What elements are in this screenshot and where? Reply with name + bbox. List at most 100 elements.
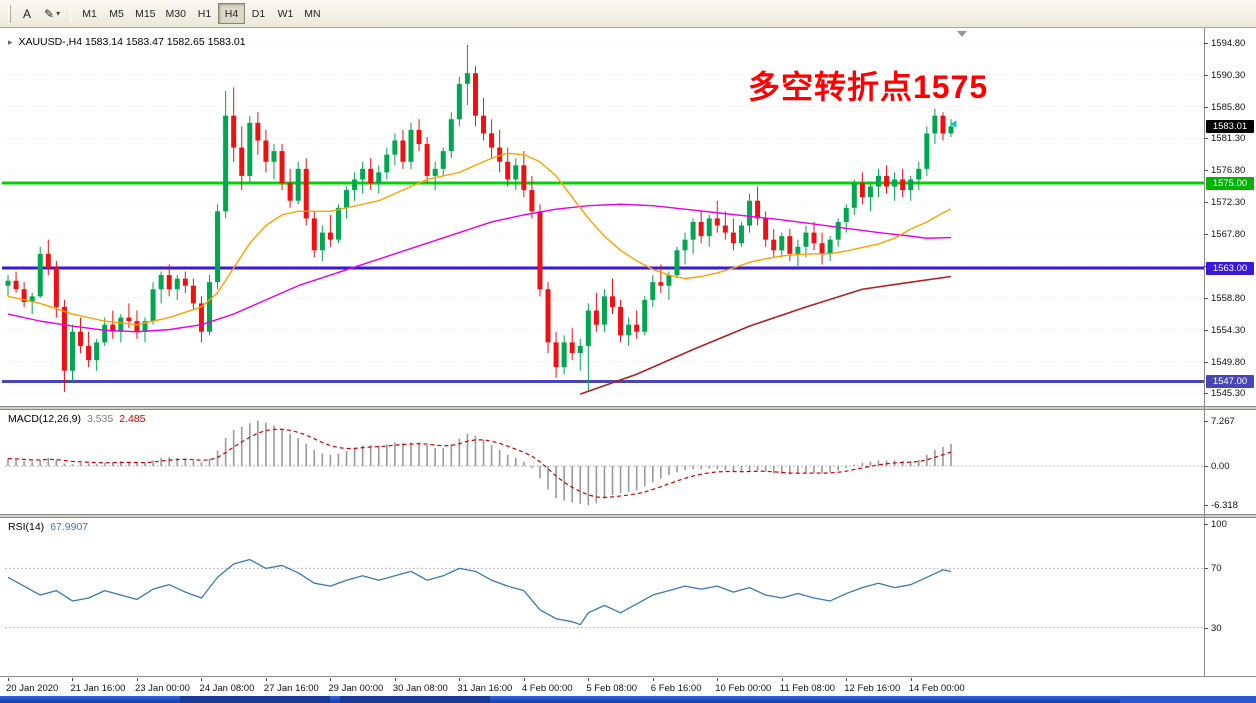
candle-body bbox=[432, 168, 438, 176]
candle-body bbox=[416, 129, 422, 145]
panel-divider[interactable] bbox=[0, 406, 1256, 410]
candle-body bbox=[53, 268, 59, 307]
candle-body bbox=[45, 253, 51, 268]
draw-tool-button[interactable]: ✎ ▾ bbox=[39, 3, 65, 24]
candle-body bbox=[464, 73, 470, 84]
rsi-panel-canvas[interactable] bbox=[0, 518, 1256, 676]
candle-body bbox=[255, 122, 261, 141]
time-axis-tick bbox=[201, 678, 203, 681]
main-chart-canvas[interactable] bbox=[0, 28, 1256, 406]
panel-divider[interactable] bbox=[0, 514, 1256, 518]
timeframe-m15-button[interactable]: M15 bbox=[135, 7, 156, 20]
candle-body bbox=[489, 133, 495, 148]
taskbar-item[interactable] bbox=[180, 696, 330, 703]
timeframe-mn-button[interactable]: MN bbox=[304, 7, 321, 20]
chart-annotation-text[interactable]: 多空转折点1575 bbox=[748, 69, 989, 105]
ma-line-magenta bbox=[7, 203, 952, 333]
taskbar[interactable] bbox=[0, 696, 1256, 703]
axis-tick bbox=[1204, 329, 1208, 331]
candle-body bbox=[376, 172, 382, 183]
candle-body bbox=[779, 236, 785, 251]
time-axis-tick bbox=[910, 678, 912, 681]
price-arrow-icon bbox=[950, 120, 957, 128]
timeframe-h1-button[interactable]: H1 bbox=[197, 7, 212, 20]
price-axis-label: 1567.80 bbox=[1211, 229, 1246, 240]
time-axis[interactable]: 20 Jan 2020 21 Jan 16:00 23 Jan 00:00 24 Ja… bbox=[0, 676, 1256, 696]
candle-body bbox=[263, 140, 269, 162]
candle-body bbox=[303, 168, 309, 219]
candle-body bbox=[892, 179, 898, 187]
candle-body bbox=[884, 175, 890, 187]
chart-shift-marker-icon[interactable] bbox=[957, 31, 967, 37]
timeframe-m5-button[interactable]: M5 bbox=[109, 7, 124, 20]
candle-body bbox=[231, 115, 237, 148]
candle-body bbox=[247, 122, 253, 176]
axis-tick bbox=[1204, 170, 1208, 172]
time-axis-label: 10 Feb 00:00 bbox=[715, 683, 772, 694]
price-badge: 1583.01 bbox=[1206, 119, 1254, 133]
time-axis-label: 11 Feb 08:00 bbox=[779, 683, 836, 694]
candle-body bbox=[215, 211, 221, 283]
candle-body bbox=[722, 225, 728, 233]
price-axis-label: 1576.80 bbox=[1211, 165, 1246, 177]
axis-tick bbox=[1204, 393, 1208, 395]
toolbar-drag-handle[interactable] bbox=[8, 4, 11, 23]
macd-panel-canvas[interactable] bbox=[0, 410, 1256, 514]
candle-body bbox=[61, 306, 67, 371]
candle-body bbox=[795, 246, 801, 254]
time-axis-label: 29 Jan 00:00 bbox=[328, 683, 384, 694]
candle-body bbox=[537, 211, 543, 290]
candle-body bbox=[803, 232, 809, 247]
price-axis-label: 1549.80 bbox=[1211, 356, 1246, 368]
candle-body bbox=[900, 179, 906, 191]
price-axis-label: 1585.80 bbox=[1211, 101, 1246, 113]
timeframe-w1-button[interactable]: W1 bbox=[277, 7, 294, 20]
candle-body bbox=[408, 129, 414, 162]
candle-body bbox=[730, 232, 736, 244]
macd-label: MACD(12,26,9) 3.535 2.485 bbox=[8, 413, 146, 425]
pencil-icon: ✎ bbox=[44, 6, 55, 21]
rsi-name: RSI(14) bbox=[8, 521, 45, 533]
candle-body bbox=[392, 140, 398, 155]
time-axis-tick bbox=[330, 678, 332, 681]
timeframe-m1-button[interactable]: M1 bbox=[82, 7, 97, 20]
time-axis-tick bbox=[136, 678, 138, 681]
axis-tick bbox=[1204, 524, 1208, 525]
one-click-trading-expand-icon[interactable]: ▸ bbox=[8, 37, 13, 47]
macd-axis-label: 0.00 bbox=[1211, 461, 1230, 472]
candle-body bbox=[327, 232, 333, 240]
candle-body bbox=[569, 342, 575, 353]
candle-body bbox=[940, 115, 946, 134]
toolbar: A ✎ ▾ M1 M5 M15 M30 H1 H4 D1 W1 MN bbox=[0, 0, 1256, 28]
candle-body bbox=[843, 207, 849, 222]
candle-body bbox=[851, 183, 857, 208]
timeframe-h4-button[interactable]: H4 bbox=[217, 3, 245, 24]
candle-body bbox=[352, 179, 358, 191]
font-tool-button[interactable]: A bbox=[15, 3, 39, 24]
candle-body bbox=[368, 168, 374, 183]
timeframe-d1-button[interactable]: D1 bbox=[251, 7, 266, 20]
ma-line-orange bbox=[7, 152, 952, 326]
price-axis[interactable]: 1594.80 1590.30 1585.80 1581.30 1576.80 1572.… bbox=[1204, 0, 1256, 696]
candle-body bbox=[924, 133, 930, 169]
axis-tick bbox=[1204, 627, 1208, 629]
taskbar-item[interactable] bbox=[340, 696, 490, 703]
candle-body bbox=[553, 342, 559, 368]
candle-body bbox=[916, 168, 922, 180]
time-axis-label: 24 Jan 08:00 bbox=[199, 683, 255, 694]
candle-body bbox=[706, 218, 712, 237]
time-axis-label: 31 Jan 16:00 bbox=[457, 683, 513, 694]
candle-body bbox=[360, 168, 366, 180]
candle-body bbox=[94, 342, 100, 361]
candle-body bbox=[174, 278, 180, 290]
candle-body bbox=[166, 275, 172, 290]
toolbar-separator bbox=[70, 4, 72, 23]
candle-body bbox=[440, 151, 446, 169]
candle-body bbox=[714, 218, 720, 226]
time-axis-label: 21 Jan 16:00 bbox=[70, 683, 126, 694]
candle-body bbox=[142, 321, 148, 332]
candle-body bbox=[344, 190, 350, 208]
axis-tick bbox=[1204, 234, 1208, 235]
axis-tick bbox=[1204, 74, 1208, 76]
timeframe-m30-button[interactable]: M30 bbox=[165, 7, 186, 20]
